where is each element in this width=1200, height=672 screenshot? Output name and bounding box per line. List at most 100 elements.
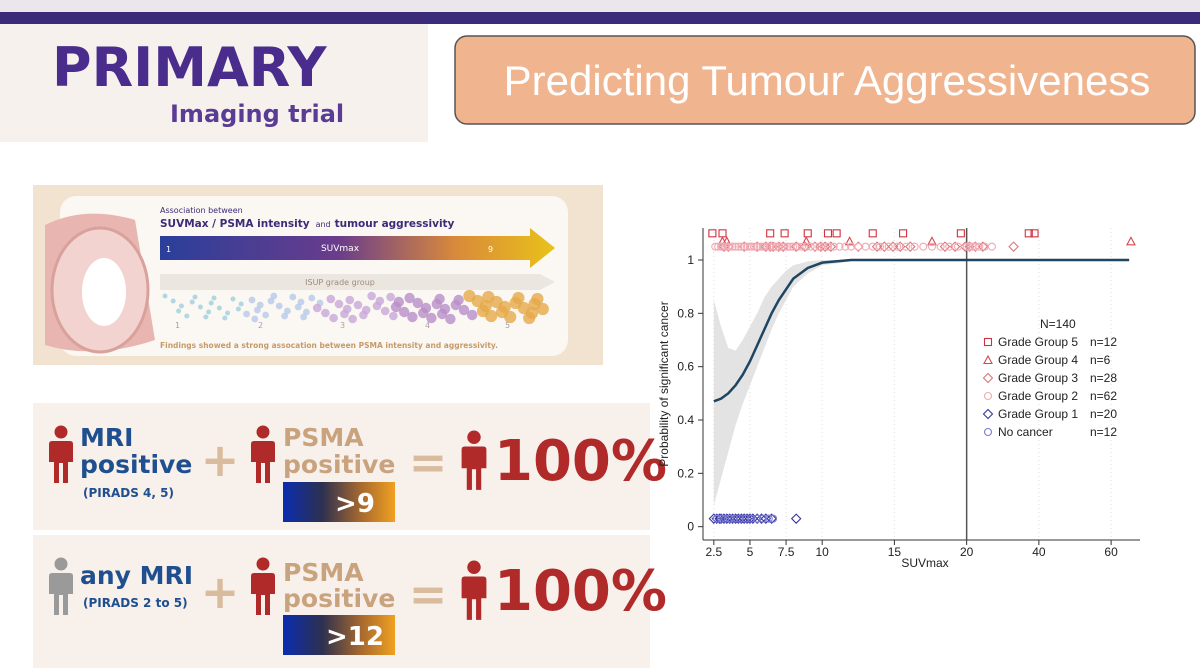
scanner-hole bbox=[82, 258, 126, 326]
point bbox=[927, 236, 937, 246]
point bbox=[734, 242, 743, 251]
legend-note: n=12 bbox=[1090, 425, 1117, 439]
legend-marker bbox=[983, 427, 993, 437]
point bbox=[927, 242, 937, 251]
grade-label: 5 bbox=[505, 321, 510, 330]
legend-marker bbox=[983, 391, 993, 401]
point bbox=[971, 242, 980, 251]
point bbox=[725, 242, 734, 251]
point bbox=[747, 514, 756, 523]
cell bbox=[353, 300, 363, 310]
point bbox=[771, 242, 781, 251]
point bbox=[901, 242, 911, 251]
cell bbox=[334, 299, 344, 309]
point bbox=[780, 242, 789, 251]
legend-marker bbox=[983, 354, 993, 365]
point bbox=[987, 242, 996, 251]
point bbox=[1008, 241, 1019, 252]
cell bbox=[178, 303, 184, 309]
threshold: >12 bbox=[326, 622, 384, 652]
cell bbox=[390, 301, 402, 313]
point bbox=[769, 242, 778, 251]
point bbox=[905, 241, 916, 252]
fit-line bbox=[713, 258, 1130, 403]
window-edge bbox=[0, 0, 1200, 12]
cell bbox=[345, 295, 355, 305]
title-box bbox=[454, 35, 1196, 125]
legend-marker bbox=[982, 408, 994, 420]
cell bbox=[256, 301, 264, 309]
point bbox=[730, 514, 739, 523]
cell bbox=[431, 298, 442, 310]
cell bbox=[281, 312, 288, 320]
point bbox=[712, 514, 721, 523]
legend-note: n=62 bbox=[1090, 389, 1117, 403]
legend-note: n=20 bbox=[1090, 407, 1117, 421]
x-tick-label: 40 bbox=[1032, 545, 1046, 559]
point bbox=[910, 242, 919, 251]
point bbox=[731, 242, 740, 251]
cell bbox=[303, 308, 310, 316]
x-tick-label: 10 bbox=[816, 545, 830, 559]
point bbox=[789, 242, 798, 251]
y-tick-label: 0.4 bbox=[677, 413, 694, 427]
info-target: tumour aggressivity bbox=[335, 218, 455, 230]
info-caption: SUVMax / PSMA intensity and tumour aggress… bbox=[160, 218, 455, 230]
psma-label: positive bbox=[283, 450, 395, 479]
point bbox=[875, 242, 885, 251]
legend-title: N=140 bbox=[1040, 317, 1076, 331]
point bbox=[728, 242, 737, 251]
point bbox=[893, 242, 902, 251]
logo-title: PRIMARY bbox=[52, 36, 327, 99]
point bbox=[806, 242, 815, 251]
point bbox=[835, 242, 844, 251]
point bbox=[750, 242, 759, 251]
x-tick-label: 2.5 bbox=[705, 545, 722, 559]
cell bbox=[308, 294, 316, 302]
cell bbox=[359, 310, 368, 320]
cell bbox=[326, 294, 336, 304]
cell bbox=[243, 310, 251, 318]
cell bbox=[254, 306, 261, 314]
point bbox=[777, 242, 786, 251]
point bbox=[721, 514, 730, 523]
point bbox=[769, 514, 778, 523]
top-bar bbox=[0, 12, 1200, 24]
point bbox=[844, 236, 855, 246]
cell bbox=[380, 306, 390, 316]
cell bbox=[184, 313, 190, 319]
cell bbox=[189, 299, 195, 305]
point bbox=[953, 242, 963, 251]
legend-label: Grade Group 3 bbox=[998, 371, 1078, 385]
point bbox=[977, 241, 989, 252]
point bbox=[1030, 229, 1039, 238]
y-tick-label: 0 bbox=[687, 520, 694, 534]
cell bbox=[192, 294, 198, 300]
isup-label: ISUP grade group bbox=[305, 278, 375, 287]
cell bbox=[208, 300, 214, 306]
cell bbox=[450, 299, 461, 311]
y-tick-label: 0.8 bbox=[677, 306, 694, 320]
point bbox=[741, 514, 750, 523]
x-axis-label: SUVmax bbox=[901, 556, 948, 570]
point bbox=[801, 236, 812, 246]
point bbox=[774, 242, 783, 251]
cell bbox=[386, 292, 395, 302]
cell bbox=[329, 313, 338, 323]
cell bbox=[170, 298, 176, 304]
info-metric: SUVMax / PSMA intensity bbox=[160, 218, 310, 230]
grade-label: 1 bbox=[175, 321, 180, 330]
x-tick-label: 20 bbox=[960, 545, 974, 559]
cell bbox=[399, 306, 410, 318]
result: 100% bbox=[494, 559, 667, 624]
cell bbox=[289, 293, 297, 301]
point bbox=[747, 242, 756, 251]
point bbox=[868, 229, 877, 238]
cell bbox=[230, 296, 236, 302]
cell bbox=[162, 293, 168, 299]
cell bbox=[458, 304, 470, 316]
point bbox=[766, 513, 777, 524]
cell bbox=[262, 311, 269, 319]
